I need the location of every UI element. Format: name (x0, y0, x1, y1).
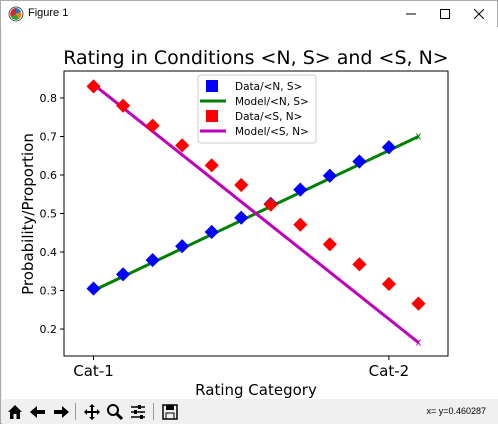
close-button[interactable] (462, 1, 496, 27)
forward-button[interactable] (50, 401, 72, 422)
navigation-toolbar: x= y=0.460287 (2, 399, 498, 424)
chart-title: Rating in Conditions <N, S> and <S, N> (63, 47, 448, 69)
data-point (263, 197, 278, 212)
data-point (116, 267, 131, 282)
y-tick-label: 0.2 (40, 323, 58, 336)
y-axis-label: Probability/Proportion (19, 133, 37, 295)
x-axis-label: Rating Category (195, 381, 317, 399)
data-point (234, 210, 249, 225)
pan-button[interactable] (81, 401, 103, 422)
maximize-icon (440, 9, 450, 19)
zoom-icon (107, 403, 124, 420)
legend-label: Data/<N, S> (235, 81, 302, 93)
home-icon (8, 404, 22, 419)
data-point (86, 281, 101, 296)
data-point (175, 239, 190, 254)
toolbar-separator (75, 403, 76, 420)
y-tick-label: 0.3 (40, 285, 58, 298)
data-point (352, 257, 367, 272)
matplotlib-icon (8, 6, 24, 22)
y-tick-label: 0.6 (40, 169, 58, 182)
legend-box (197, 74, 317, 144)
back-arrow-icon (30, 405, 45, 418)
data-point (381, 140, 396, 155)
y-tick-label: 0.8 (40, 92, 58, 105)
legend: Data/<N, S> Model/<N, S> Data/<S, N> Model/… (197, 74, 317, 144)
legend-marker (206, 110, 218, 122)
title-bar[interactable]: Figure 1 (1, 1, 497, 27)
close-icon (474, 9, 484, 19)
legend-label: Model/<S, N> (235, 126, 309, 138)
axes: 0.2 0.3 0.4 0.5 0.6 0.7 0.8 Cat-1 Cat-2 (40, 70, 449, 380)
maximize-button[interactable] (428, 1, 462, 27)
window-title: Figure 1 (28, 7, 69, 19)
data-point (293, 182, 308, 197)
y-tick-label: 0.4 (40, 246, 58, 259)
data-point (175, 138, 190, 153)
data-point (352, 154, 367, 169)
save-icon (162, 403, 178, 420)
subplots-config-button[interactable] (127, 401, 149, 422)
data-point (234, 177, 249, 193)
back-button[interactable] (27, 401, 49, 422)
minimize-icon (406, 13, 416, 15)
x-tick-label: Cat-2 (369, 362, 410, 380)
forward-arrow-icon (54, 405, 69, 418)
legend-label: Data/<S, N> (235, 111, 302, 123)
y-tick-label: 0.5 (40, 208, 58, 221)
figure-canvas[interactable]: Rating in Conditions <N, S> and <S, N> 0… (2, 27, 498, 399)
chart: Rating in Conditions <N, S> and <S, N> 0… (19, 47, 449, 399)
y-tick-label: 0.7 (40, 130, 58, 143)
data-point (86, 79, 101, 94)
minimize-button[interactable] (394, 1, 428, 27)
data-point (145, 118, 160, 133)
legend-label: Model/<N, S> (235, 96, 309, 108)
data-point (293, 217, 308, 232)
home-button[interactable] (4, 401, 26, 422)
data-point (381, 276, 396, 292)
data-point (204, 224, 219, 240)
x-tick-label: Cat-1 (73, 362, 114, 380)
toolbar-separator (153, 403, 154, 420)
legend-marker (206, 80, 218, 92)
zoom-button[interactable] (104, 401, 126, 422)
series-layer (86, 79, 426, 346)
data-point (204, 158, 219, 173)
series-endpoint-1 (416, 133, 421, 140)
data-point (322, 168, 337, 183)
series-endpoint-3 (416, 339, 421, 346)
subplots-config-icon (131, 404, 145, 419)
pan-icon (84, 403, 100, 420)
save-button[interactable] (159, 401, 181, 422)
coordinate-readout: x= y=0.460287 (426, 406, 486, 416)
data-point (411, 296, 426, 311)
data-point (322, 237, 337, 252)
data-point (145, 253, 160, 268)
